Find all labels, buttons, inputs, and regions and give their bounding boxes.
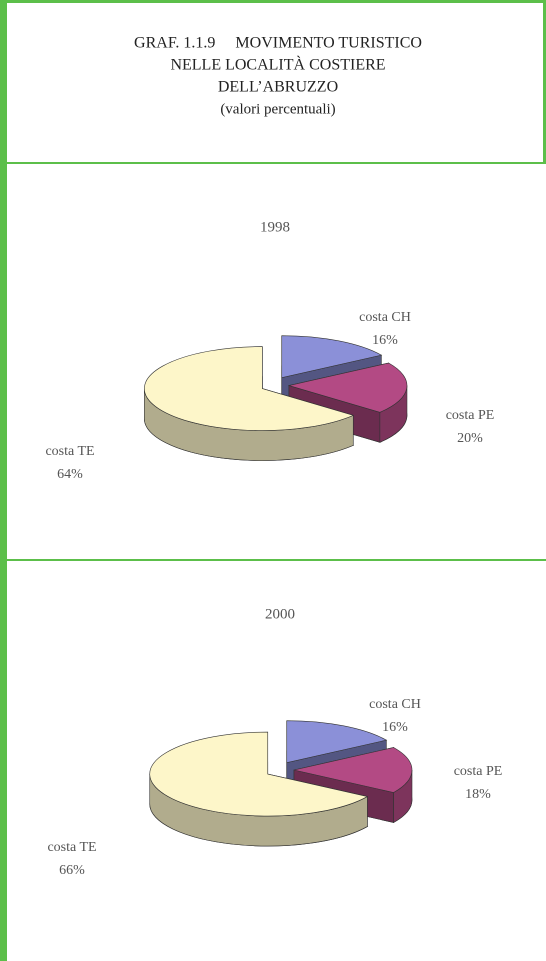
slice-value-label: 64% [57,467,83,482]
slice [144,346,355,431]
title-line: GRAF. 1.1.9 MOVIMENTO TURISTICO [134,35,422,52]
slice [287,362,408,413]
slice-label: costa TE [45,444,94,459]
slice-label: costa CH [369,697,421,712]
slice-value-label: 18% [465,787,491,802]
chart-title: 2000 [265,606,295,622]
subtitle: (valori percentuali) [220,101,335,117]
title-line: NELLE LOCALITÀ COSTIERE [170,55,385,74]
slice-value-label: 16% [372,333,398,348]
divider [0,162,546,164]
chart-title: 1998 [260,219,290,235]
slice [286,720,388,764]
divider [0,559,546,561]
right-border [543,0,546,164]
title-line: DELL’ABRUZZO [218,79,338,96]
left-border [0,0,7,961]
slice-value-label: 20% [457,431,483,446]
slice [149,731,369,817]
slice-label: costa TE [47,840,96,855]
slice-label: costa PE [446,408,495,423]
slice [281,335,383,379]
slice-label: costa PE [454,764,503,779]
top-border [0,0,546,3]
slice-value-label: 66% [59,863,85,878]
slice-value-label: 16% [382,720,408,735]
slice [293,747,413,793]
slice-label: costa CH [359,310,411,325]
